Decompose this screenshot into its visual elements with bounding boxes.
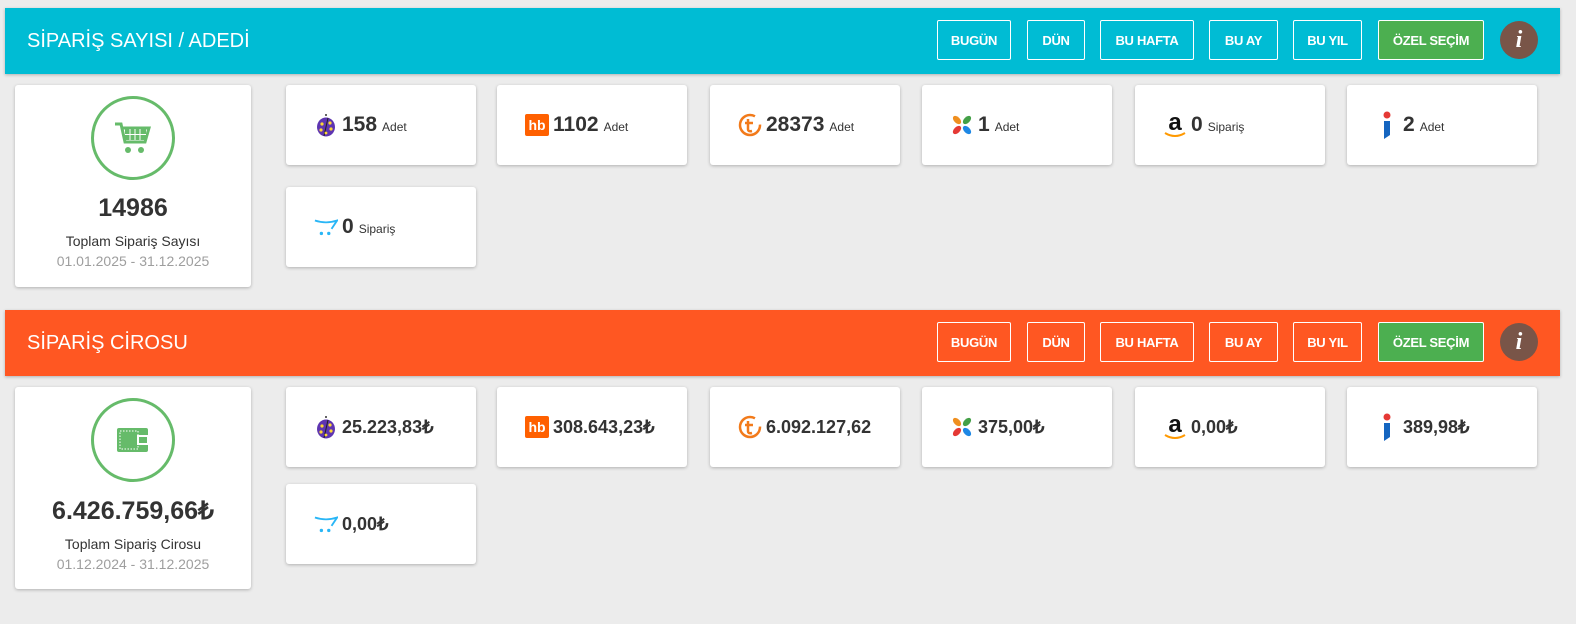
amazon-icon: a: [1163, 413, 1187, 439]
hb-icon: hb: [525, 113, 549, 137]
marketplace-value: 0,00₺: [1191, 416, 1238, 437]
total-card: 6.426.759,66₺ Toplam Sipariş Cirosu 01.1…: [15, 387, 251, 589]
marketplace-card[interactable]: 158 Adet: [286, 85, 476, 165]
marketplace-value: 0: [1191, 113, 1203, 136]
total-value: 14986: [98, 194, 168, 222]
info-button[interactable]: i: [1500, 323, 1538, 361]
date-range: 01.01.2025 - 31.12.2025: [56, 253, 210, 269]
ladybug-icon: [314, 415, 338, 439]
section-title: SİPARİŞ SAYISI / ADEDİ: [27, 30, 250, 52]
marketplace-card[interactable]: 6.092.127,62: [710, 387, 900, 467]
marketplace-value: 389,98₺: [1403, 416, 1470, 437]
total-label: Toplam Sipariş Sayısı: [65, 233, 201, 249]
filter-button-dün[interactable]: DÜN: [1027, 20, 1085, 60]
marketplace-card[interactable]: a 0 Sipariş: [1135, 85, 1325, 165]
marketplace-value: 158: [342, 113, 378, 136]
marketplace-card[interactable]: 389,98₺: [1347, 387, 1537, 467]
filter-button-bu-yil[interactable]: BU YIL: [1293, 20, 1362, 60]
filter-button-bu-hafta[interactable]: BU HAFTA: [1100, 322, 1194, 362]
marketplace-card[interactable]: 1 Adet: [922, 85, 1112, 165]
marketplace-card[interactable]: 0,00₺: [286, 484, 476, 564]
ladybug-icon: [314, 113, 338, 137]
marketplace-unit: Sipariş: [1207, 120, 1245, 134]
marketplace-value: 375,00₺: [978, 416, 1045, 437]
marketplace-unit: Adet: [829, 120, 855, 134]
marketplace-card[interactable]: hb 1102 Adet: [497, 85, 687, 165]
svg-text:hb: hb: [528, 117, 545, 133]
marketplace-card[interactable]: 28373 Adet: [710, 85, 900, 165]
marketplace-card[interactable]: 2 Adet: [1347, 85, 1537, 165]
filter-button-dün[interactable]: DÜN: [1027, 322, 1085, 362]
trendyol-icon: [738, 113, 762, 137]
section-header: SİPARİŞ SAYISI / ADEDİ BUGÜN DÜN BU HAFTA BU…: [5, 8, 1560, 74]
marketplace-value: 2: [1403, 113, 1415, 136]
marketplace-card[interactable]: a 0,00₺: [1135, 387, 1325, 467]
svg-text:hb: hb: [528, 419, 545, 435]
filter-button-özel-seçi̇m[interactable]: ÖZEL SEÇİM: [1378, 322, 1484, 362]
amazon-icon: a: [1163, 111, 1187, 137]
marketplace-value: 25.223,83₺: [342, 416, 434, 437]
svg-text:a: a: [1168, 111, 1182, 136]
marketplace-card[interactable]: 375,00₺: [922, 387, 1112, 467]
section-header: SİPARİŞ CİROSU BUGÜN DÜN BU HAFTA BU AY BU YI…: [5, 310, 1560, 376]
marketplace-value: 1102: [553, 113, 599, 136]
marketplace-unit: Sipariş: [358, 222, 396, 236]
filter-button-bu-yil[interactable]: BU YIL: [1293, 322, 1362, 362]
filter-button-bu-ay[interactable]: BU AY: [1209, 322, 1278, 362]
filter-button-bu-hafta[interactable]: BU HAFTA: [1100, 20, 1194, 60]
filter-button-özel-seçi̇m[interactable]: ÖZEL SEÇİM: [1378, 20, 1484, 60]
info-icon: i: [1515, 26, 1523, 53]
trendyol-icon: [738, 415, 762, 439]
filter-button-bu-ay[interactable]: BU AY: [1209, 20, 1278, 60]
total-value: 6.426.759,66₺: [52, 497, 214, 525]
marketplace-unit: Adet: [382, 120, 407, 134]
marketplace-value: 1: [978, 113, 990, 136]
marketplace-card[interactable]: 25.223,83₺: [286, 387, 476, 467]
filter-button-bugün[interactable]: BUGÜN: [937, 322, 1011, 362]
marketplace-unit: Adet: [994, 120, 1020, 134]
marketplace-value: 308.643,23₺: [553, 416, 655, 437]
marketplace-card[interactable]: 0 Sipariş: [286, 187, 476, 267]
marketplace-card[interactable]: hb 308.643,23₺: [497, 387, 687, 467]
marketplace-unit: Adet: [1419, 120, 1445, 134]
i-brand-icon: [1375, 111, 1399, 139]
flower-icon: [950, 415, 974, 439]
info-icon: i: [1515, 328, 1523, 355]
section-title: SİPARİŞ CİROSU: [27, 332, 188, 354]
marketplace-value: 0,00₺: [342, 513, 389, 534]
total-card: 14986 Toplam Sipariş Sayısı 01.01.2025 -…: [15, 85, 251, 287]
marketplace-unit: Adet: [603, 120, 629, 134]
svg-text:a: a: [1168, 413, 1182, 438]
total-label: Toplam Sipariş Cirosu: [64, 536, 202, 552]
filter-button-bugün[interactable]: BUGÜN: [937, 20, 1011, 60]
opencart-icon: [314, 215, 338, 239]
i-brand-icon: [1375, 413, 1399, 441]
marketplace-value: 0: [342, 215, 354, 238]
marketplace-value: 6.092.127,62: [766, 416, 872, 437]
flower-icon: [950, 113, 974, 137]
hb-icon: hb: [525, 415, 549, 439]
date-range: 01.12.2024 - 31.12.2025: [56, 556, 210, 572]
opencart-icon: [314, 512, 338, 536]
cart-icon: [91, 96, 175, 180]
info-button[interactable]: i: [1500, 21, 1538, 59]
marketplace-value: 28373: [766, 113, 825, 136]
wallet-icon: [91, 398, 175, 482]
